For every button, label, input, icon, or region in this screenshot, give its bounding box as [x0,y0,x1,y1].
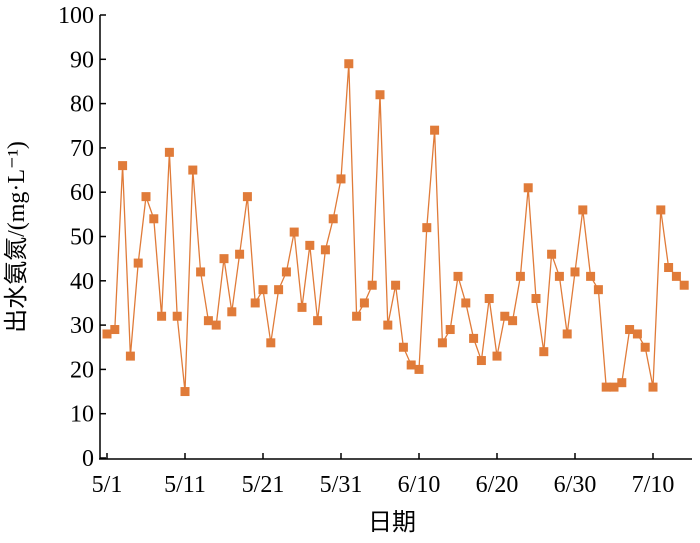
data-point [141,192,151,202]
data-point [648,382,658,392]
data-point [157,311,167,321]
x-tick-label: 5/1 [92,472,123,498]
data-point [336,174,346,184]
data-point [453,271,463,281]
data-point [422,223,432,233]
data-point [203,316,213,326]
y-tick-label: 10 [70,402,94,428]
data-point [313,316,323,326]
data-point [554,271,564,281]
y-tick-label: 20 [70,357,94,383]
x-tick-label: 5/21 [242,472,285,498]
data-point [547,249,557,259]
x-tick-label: 5/11 [164,472,206,498]
data-point [227,307,237,317]
data-point [578,205,588,215]
data-point [632,329,642,339]
data-point [320,245,330,255]
data-point [250,298,260,308]
data-point [445,325,455,335]
data-point [219,254,229,264]
data-point [180,387,190,397]
data-point [125,351,135,361]
x-tick-label: 6/30 [554,472,597,498]
data-point [344,59,354,69]
data-point [352,311,362,321]
data-point [508,316,518,326]
data-point [515,271,525,281]
data-point [149,214,159,224]
data-point [601,382,611,392]
data-point [118,161,128,171]
data-point [609,382,619,392]
data-point [359,298,369,308]
data-point [430,125,440,135]
data-point [671,271,681,281]
data-point [242,192,252,202]
data-point [437,338,447,348]
y-tick-label: 40 [70,269,94,295]
data-point [289,227,299,237]
data-point [476,356,486,366]
data-point [110,325,120,335]
y-tick-label: 90 [70,47,94,73]
data-point [539,347,549,357]
data-point [469,333,479,343]
data-point [367,280,377,290]
data-point [172,311,182,321]
data-point [593,285,603,295]
data-point [531,294,541,304]
data-point [500,311,510,321]
data-point [484,294,494,304]
x-tick-label: 6/20 [476,472,519,498]
data-point [492,351,502,361]
data-point [398,342,408,352]
data-point [679,280,689,290]
data-point [266,338,276,348]
data-point [617,378,627,388]
data-point [102,329,112,339]
data-point [414,364,424,374]
data-point [406,360,416,370]
y-tick-label: 50 [70,225,94,251]
y-tick-label: 0 [82,446,94,472]
x-tick-label: 6/10 [398,472,441,498]
data-point [188,165,198,175]
data-point [281,267,291,277]
data-point [391,280,401,290]
x-tick-label: 7/10 [632,472,675,498]
y-tick-label: 70 [70,136,94,162]
data-point [664,263,674,273]
y-tick-label: 80 [70,92,94,118]
data-point [258,285,268,295]
x-axis-label: 日期 [368,510,416,536]
data-point [274,285,284,295]
y-tick-label: 60 [70,180,94,206]
data-point [305,240,315,250]
y-axis-label: 出水氨氮/(mg·L⁻¹) [3,141,30,333]
data-point [383,320,393,330]
x-tick-label: 5/31 [320,472,363,498]
data-point [586,271,596,281]
data-point [640,342,650,352]
series-line [106,63,685,392]
data-point [328,214,338,224]
data-point [164,147,174,157]
data-point [625,325,635,335]
data-point [562,329,572,339]
data-point [196,267,206,277]
data-point [656,205,666,215]
data-point [211,320,221,330]
y-tick-label: 30 [70,313,94,339]
data-point [297,302,307,312]
data-point [235,249,245,259]
y-tick-label: 100 [58,3,94,29]
data-point [523,183,533,193]
data-point [375,90,385,100]
data-point [461,298,471,308]
data-point [570,267,580,277]
data-point [133,258,143,268]
